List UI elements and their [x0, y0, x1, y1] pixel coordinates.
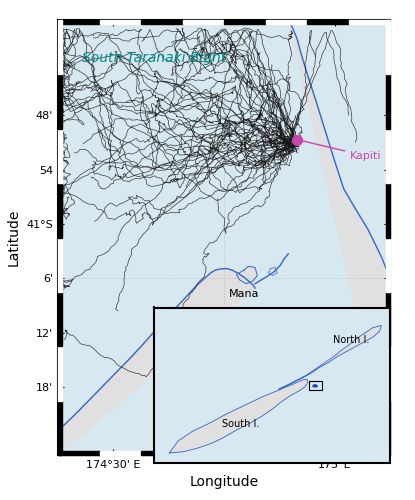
Polygon shape [183, 20, 224, 24]
Polygon shape [386, 292, 390, 346]
Polygon shape [58, 74, 62, 129]
Polygon shape [58, 238, 62, 292]
Polygon shape [315, 385, 316, 386]
Polygon shape [141, 450, 183, 455]
Polygon shape [224, 20, 266, 24]
Polygon shape [58, 268, 255, 455]
Polygon shape [237, 266, 257, 283]
Polygon shape [58, 129, 62, 183]
Text: South I.: South I. [222, 418, 260, 428]
Text: Kapiti: Kapiti [300, 140, 382, 161]
Polygon shape [315, 385, 316, 386]
Polygon shape [386, 238, 390, 292]
Polygon shape [315, 385, 316, 386]
Polygon shape [386, 129, 390, 183]
Polygon shape [313, 386, 315, 387]
Text: Mana: Mana [229, 289, 259, 299]
Polygon shape [58, 292, 62, 346]
Y-axis label: Latitude: Latitude [7, 209, 21, 266]
Bar [309, 380, 322, 390]
Polygon shape [279, 326, 381, 389]
Polygon shape [269, 268, 277, 276]
Polygon shape [386, 183, 390, 238]
Text: South Taranaki Bight: South Taranaki Bight [83, 51, 227, 65]
Polygon shape [58, 450, 100, 455]
Polygon shape [386, 346, 390, 401]
Polygon shape [386, 20, 390, 74]
Polygon shape [100, 20, 141, 24]
Polygon shape [313, 385, 315, 386]
Polygon shape [141, 20, 183, 24]
Polygon shape [224, 450, 266, 455]
Polygon shape [307, 20, 349, 24]
X-axis label: Longitude: Longitude [190, 476, 259, 490]
Polygon shape [100, 450, 141, 455]
Polygon shape [349, 450, 390, 455]
Polygon shape [58, 346, 62, 401]
Polygon shape [288, 20, 390, 455]
Polygon shape [313, 386, 315, 387]
Polygon shape [58, 183, 62, 238]
Polygon shape [169, 380, 308, 453]
Polygon shape [315, 386, 317, 387]
Polygon shape [266, 20, 307, 24]
Polygon shape [58, 400, 62, 455]
Polygon shape [349, 20, 390, 24]
Polygon shape [58, 20, 100, 24]
Polygon shape [315, 385, 316, 386]
Text: North I.: North I. [333, 336, 370, 345]
Polygon shape [266, 450, 307, 455]
Polygon shape [386, 74, 390, 129]
Polygon shape [386, 400, 390, 455]
Polygon shape [58, 20, 62, 74]
Polygon shape [307, 450, 349, 455]
Polygon shape [316, 386, 317, 387]
Polygon shape [183, 450, 224, 455]
